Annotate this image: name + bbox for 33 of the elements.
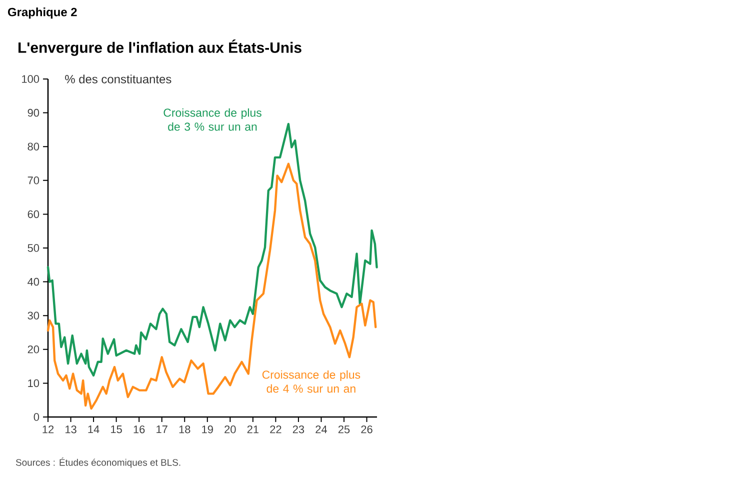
text: Graphique 2 [8,8,77,19]
line-series [46,162,377,410]
x-tick-label: 22 [270,426,282,434]
x-tick-label: 24 [316,426,327,434]
series-label: Croissance de plus de 4 % sur un an [262,370,360,393]
x-tick-label: 18 [179,426,190,434]
y-tick-label: 20 [28,346,40,354]
x-tick-label: 16 [134,426,145,434]
x-tick-label: 14 [88,426,100,434]
x-tick-label: 12 [42,426,54,434]
x-tick-label: 13 [66,426,76,434]
y-axis-title: % des constituantes [65,74,172,84]
y-tick-label: 0 [34,413,40,421]
y-tick-label: 40 [28,278,40,286]
x-tick-label: 25 [338,426,350,434]
x-tick-label: 21 [247,426,258,434]
source-note: Sources : Études économiques et BLS. [16,458,180,468]
x-tick-label: 26 [361,426,372,434]
x-tick-label: 20 [224,426,236,434]
y-tick-label: 80 [28,142,40,150]
x-tick-label: 17 [156,426,168,434]
y-tick-label: 90 [28,108,40,117]
y-tick-label: 100 [22,75,40,83]
chart-title: L'envergure de l'inflation aux États-Unis [18,40,302,56]
x-tick-label: 19 [202,426,213,434]
y-tick-label: 10 [28,379,40,388]
text: Croissance de plus de 3 % sur un an [164,108,262,131]
y-tick-label: 50 [28,244,40,252]
x-tick-label: 23 [292,426,304,434]
x-tick-label: 15 [111,426,122,434]
y-tick-label: 70 [28,176,40,184]
y-tick-label: 60 [28,210,40,218]
y-tick-label: 30 [28,312,40,320]
